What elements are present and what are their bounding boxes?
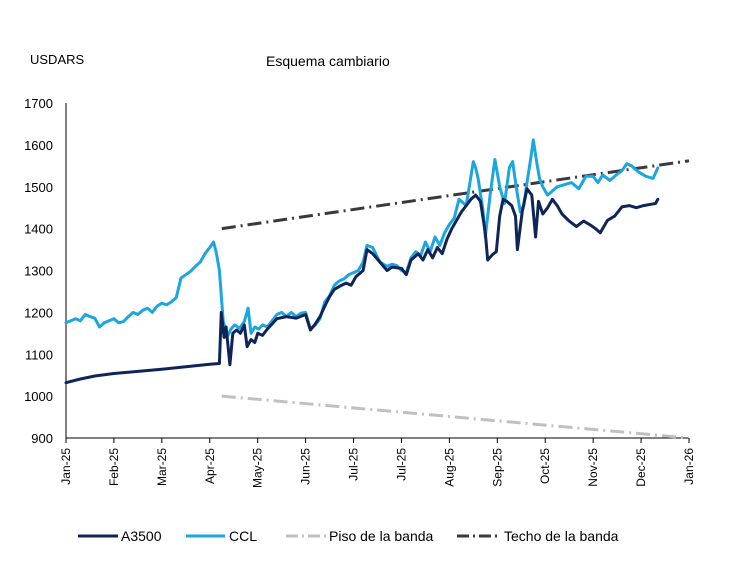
y-tick-label-1000: 1000 [24, 389, 53, 404]
x-tick-label-4: May-25 [251, 448, 265, 488]
legend-label-a3500: A3500 [121, 528, 162, 544]
x-tick-label-2: Mar-25 [155, 448, 169, 486]
x-tick-label-1: Feb-25 [107, 448, 121, 486]
legend-label-techo-de-la-banda: Techo de la banda [504, 528, 619, 544]
x-tick-label-8: Aug-25 [442, 448, 456, 487]
y-tick-label-900: 900 [31, 431, 53, 446]
y-tick-label-1600: 1600 [24, 138, 53, 153]
x-tick-label-7: Jul-25 [394, 448, 408, 481]
series-line-piso-de-la-banda [221, 394, 690, 440]
series-line-a3500 [64, 187, 660, 385]
y-axis-unit-label: USDARS [30, 52, 85, 67]
x-tick-label-13: Jan-26 [682, 448, 696, 485]
series-line-ccl [64, 138, 660, 339]
y-tick-label-1700: 1700 [24, 96, 53, 111]
x-tick-label-10: Oct-25 [538, 448, 552, 484]
x-tick-label-9: Sep-25 [490, 448, 504, 487]
y-tick-label-1400: 1400 [24, 222, 53, 237]
x-tick-label-12: Dec-25 [634, 448, 648, 487]
y-tick-label-1500: 1500 [24, 180, 53, 195]
y-tick-label-1100: 1100 [25, 347, 53, 362]
series-line-techo-de-la-banda [221, 159, 690, 231]
x-tick-label-3: Apr-25 [203, 448, 217, 484]
y-tick-label-1200: 1200 [24, 305, 53, 320]
legend-label-piso-de-la-banda: Piso de la banda [329, 528, 434, 544]
legend-label-ccl: CCL [229, 528, 257, 544]
x-tick-label-0: Jan-25 [59, 448, 73, 485]
y-tick-label-1300: 1300 [24, 264, 53, 279]
x-tick-label-6: Jul-25 [347, 448, 361, 481]
x-tick-label-5: Jun-25 [299, 448, 313, 485]
x-tick-label-11: Nov-25 [586, 448, 600, 487]
chart-title: Esquema cambiario [266, 53, 390, 69]
